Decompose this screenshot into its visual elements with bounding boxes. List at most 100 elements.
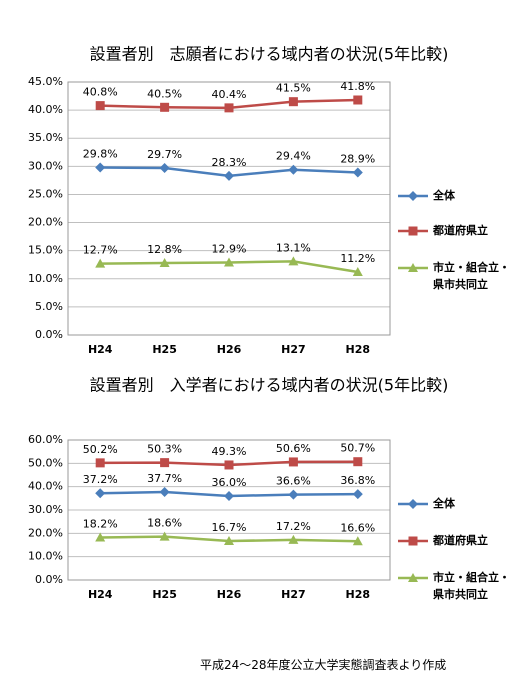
x-tick-label: H24 bbox=[88, 588, 113, 601]
y-tick-label: 40.0% bbox=[28, 480, 63, 493]
marker bbox=[352, 167, 363, 178]
data-label: 50.7% bbox=[340, 442, 375, 455]
marker bbox=[352, 536, 363, 546]
data-label: 12.7% bbox=[83, 244, 118, 257]
data-label: 17.2% bbox=[276, 520, 311, 533]
source-note: 平成24～28年度公立大学実態調査表より作成 bbox=[200, 658, 447, 672]
data-label: 36.0% bbox=[212, 476, 247, 489]
marker bbox=[408, 536, 418, 546]
legend-label: 都道府県立 bbox=[433, 224, 488, 237]
marker bbox=[352, 267, 363, 277]
marker bbox=[159, 163, 170, 174]
legend-label: 市立・組合立・県市共同立 bbox=[433, 571, 510, 601]
data-label: 40.4% bbox=[212, 88, 247, 101]
marker bbox=[408, 263, 418, 272]
data-label: 36.6% bbox=[276, 475, 311, 488]
chart-title: 設置者別 入学者における域内者の状況(5年比較) bbox=[90, 376, 449, 395]
y-tick-label: 60.0% bbox=[28, 433, 63, 446]
marker bbox=[159, 487, 170, 498]
x-tick-label: H28 bbox=[346, 588, 371, 601]
marker bbox=[224, 536, 234, 546]
data-label: 18.6% bbox=[147, 517, 182, 530]
y-tick-label: 5.0% bbox=[35, 300, 63, 313]
marker bbox=[95, 488, 106, 499]
y-tick-label: 20.0% bbox=[28, 216, 63, 229]
x-tick-label: H26 bbox=[217, 343, 242, 356]
y-tick-label: 0.0% bbox=[35, 573, 63, 586]
data-label: 41.8% bbox=[340, 80, 375, 93]
y-tick-label: 20.0% bbox=[28, 526, 63, 539]
marker bbox=[353, 95, 363, 105]
y-tick-label: 10.0% bbox=[28, 550, 63, 563]
legend-label: 全体 bbox=[433, 189, 455, 202]
marker bbox=[95, 258, 106, 268]
marker bbox=[95, 532, 106, 542]
marker bbox=[408, 573, 418, 582]
legend-label: 市立・組合立・県市共同立 bbox=[433, 261, 510, 291]
marker bbox=[288, 457, 298, 467]
data-label: 49.3% bbox=[212, 445, 247, 458]
legend-label: 全体 bbox=[433, 497, 455, 510]
y-tick-label: 0.0% bbox=[35, 328, 63, 341]
data-label: 16.7% bbox=[212, 521, 247, 534]
data-label: 29.8% bbox=[83, 147, 118, 160]
marker bbox=[224, 257, 234, 267]
y-tick-label: 10.0% bbox=[28, 272, 63, 285]
data-label: 28.3% bbox=[212, 156, 247, 169]
data-label: 50.3% bbox=[147, 443, 182, 456]
data-label: 40.8% bbox=[83, 86, 118, 99]
data-label: 37.7% bbox=[147, 472, 182, 485]
x-tick-label: H24 bbox=[88, 343, 113, 356]
y-tick-label: 35.0% bbox=[28, 131, 63, 144]
x-tick-label: H25 bbox=[152, 588, 177, 601]
marker bbox=[224, 170, 234, 181]
y-tick-label: 30.0% bbox=[28, 159, 63, 172]
x-tick-label: H28 bbox=[346, 343, 371, 356]
x-tick-label: H27 bbox=[281, 588, 306, 601]
data-label: 16.6% bbox=[340, 521, 375, 534]
marker bbox=[288, 489, 299, 500]
marker bbox=[288, 97, 298, 107]
data-label: 13.1% bbox=[276, 241, 311, 254]
data-label: 12.8% bbox=[147, 243, 182, 256]
marker bbox=[224, 103, 234, 113]
chart-title: 設置者別 志願者における域内者の状況(5年比較) bbox=[90, 45, 449, 64]
data-label: 50.6% bbox=[276, 442, 311, 455]
data-label: 41.5% bbox=[276, 82, 311, 95]
data-label: 29.4% bbox=[276, 150, 311, 163]
y-tick-label: 15.0% bbox=[28, 244, 63, 257]
y-tick-label: 50.0% bbox=[28, 456, 63, 469]
marker bbox=[160, 102, 170, 112]
marker bbox=[160, 458, 170, 468]
marker bbox=[352, 489, 363, 500]
x-tick-label: H25 bbox=[152, 343, 177, 356]
marker bbox=[353, 457, 363, 467]
data-label: 11.2% bbox=[340, 252, 375, 265]
y-tick-label: 30.0% bbox=[28, 503, 63, 516]
marker bbox=[95, 458, 105, 468]
marker bbox=[288, 534, 299, 544]
marker bbox=[288, 256, 299, 266]
marker bbox=[224, 460, 234, 470]
marker bbox=[159, 258, 170, 268]
marker bbox=[224, 491, 234, 501]
marker bbox=[95, 162, 106, 173]
data-label: 29.7% bbox=[147, 148, 182, 161]
data-label: 37.2% bbox=[83, 473, 118, 486]
legend-label: 都道府県立 bbox=[433, 534, 488, 547]
plot-frame bbox=[67, 81, 391, 336]
data-label: 40.5% bbox=[147, 87, 182, 100]
data-label: 50.2% bbox=[83, 443, 118, 456]
x-tick-label: H26 bbox=[217, 588, 242, 601]
y-tick-label: 25.0% bbox=[28, 187, 63, 200]
y-tick-label: 45.0% bbox=[28, 75, 63, 88]
x-tick-label: H27 bbox=[281, 343, 306, 356]
data-label: 36.8% bbox=[340, 474, 375, 487]
data-label: 18.2% bbox=[83, 518, 118, 531]
marker bbox=[159, 531, 170, 541]
y-tick-label: 40.0% bbox=[28, 103, 63, 116]
marker bbox=[95, 101, 105, 111]
data-label: 28.9% bbox=[340, 153, 375, 166]
